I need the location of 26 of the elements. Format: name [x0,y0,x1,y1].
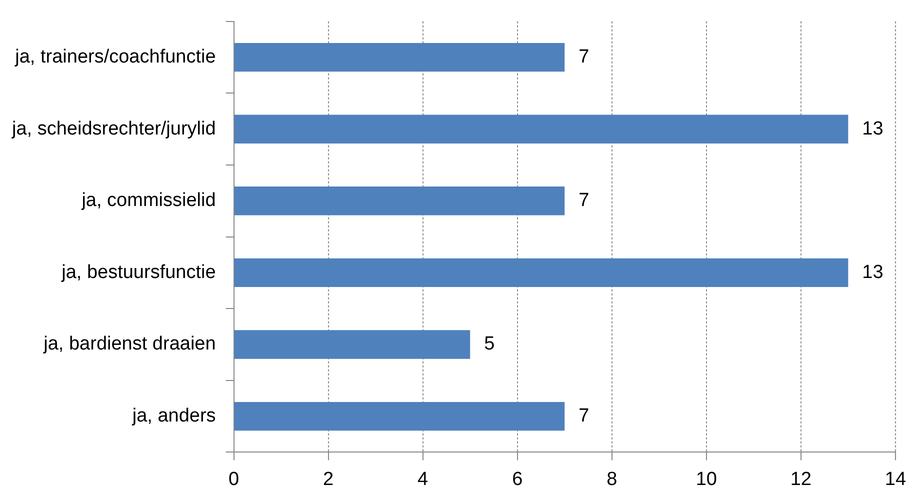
data-label: 7 [578,406,590,427]
x-tick-label: 12 [790,468,812,490]
x-tick-label: 6 [512,468,523,490]
y-tick-label: ja, anders [131,406,216,427]
bar [234,258,848,288]
data-label: 7 [578,190,590,212]
data-label: 5 [484,334,495,355]
y-tick-label: ja, trainers/coachfunctie [14,46,216,68]
x-tick-label: 14 [884,468,906,490]
x-tick-label: 8 [606,468,618,490]
bar [234,42,565,72]
bar [234,402,565,431]
bar [234,330,470,359]
y-tick-label: ja, commissielid [80,190,216,212]
data-label: 13 [862,118,884,140]
y-tick-label: ja, bardienst draaien [42,334,216,355]
x-tick-label: 2 [323,468,334,490]
x-tick-label: 10 [696,468,717,490]
x-tick-label: 0 [228,468,240,490]
bar [234,186,565,216]
x-tick-label: 4 [418,468,429,490]
data-label: 7 [578,46,590,68]
y-tick-label: ja, bestuursfunctie [60,262,216,283]
bar [234,114,848,144]
y-tick-label: ja, scheidsrechter/jurylid [10,118,216,140]
data-label: 13 [862,262,884,283]
